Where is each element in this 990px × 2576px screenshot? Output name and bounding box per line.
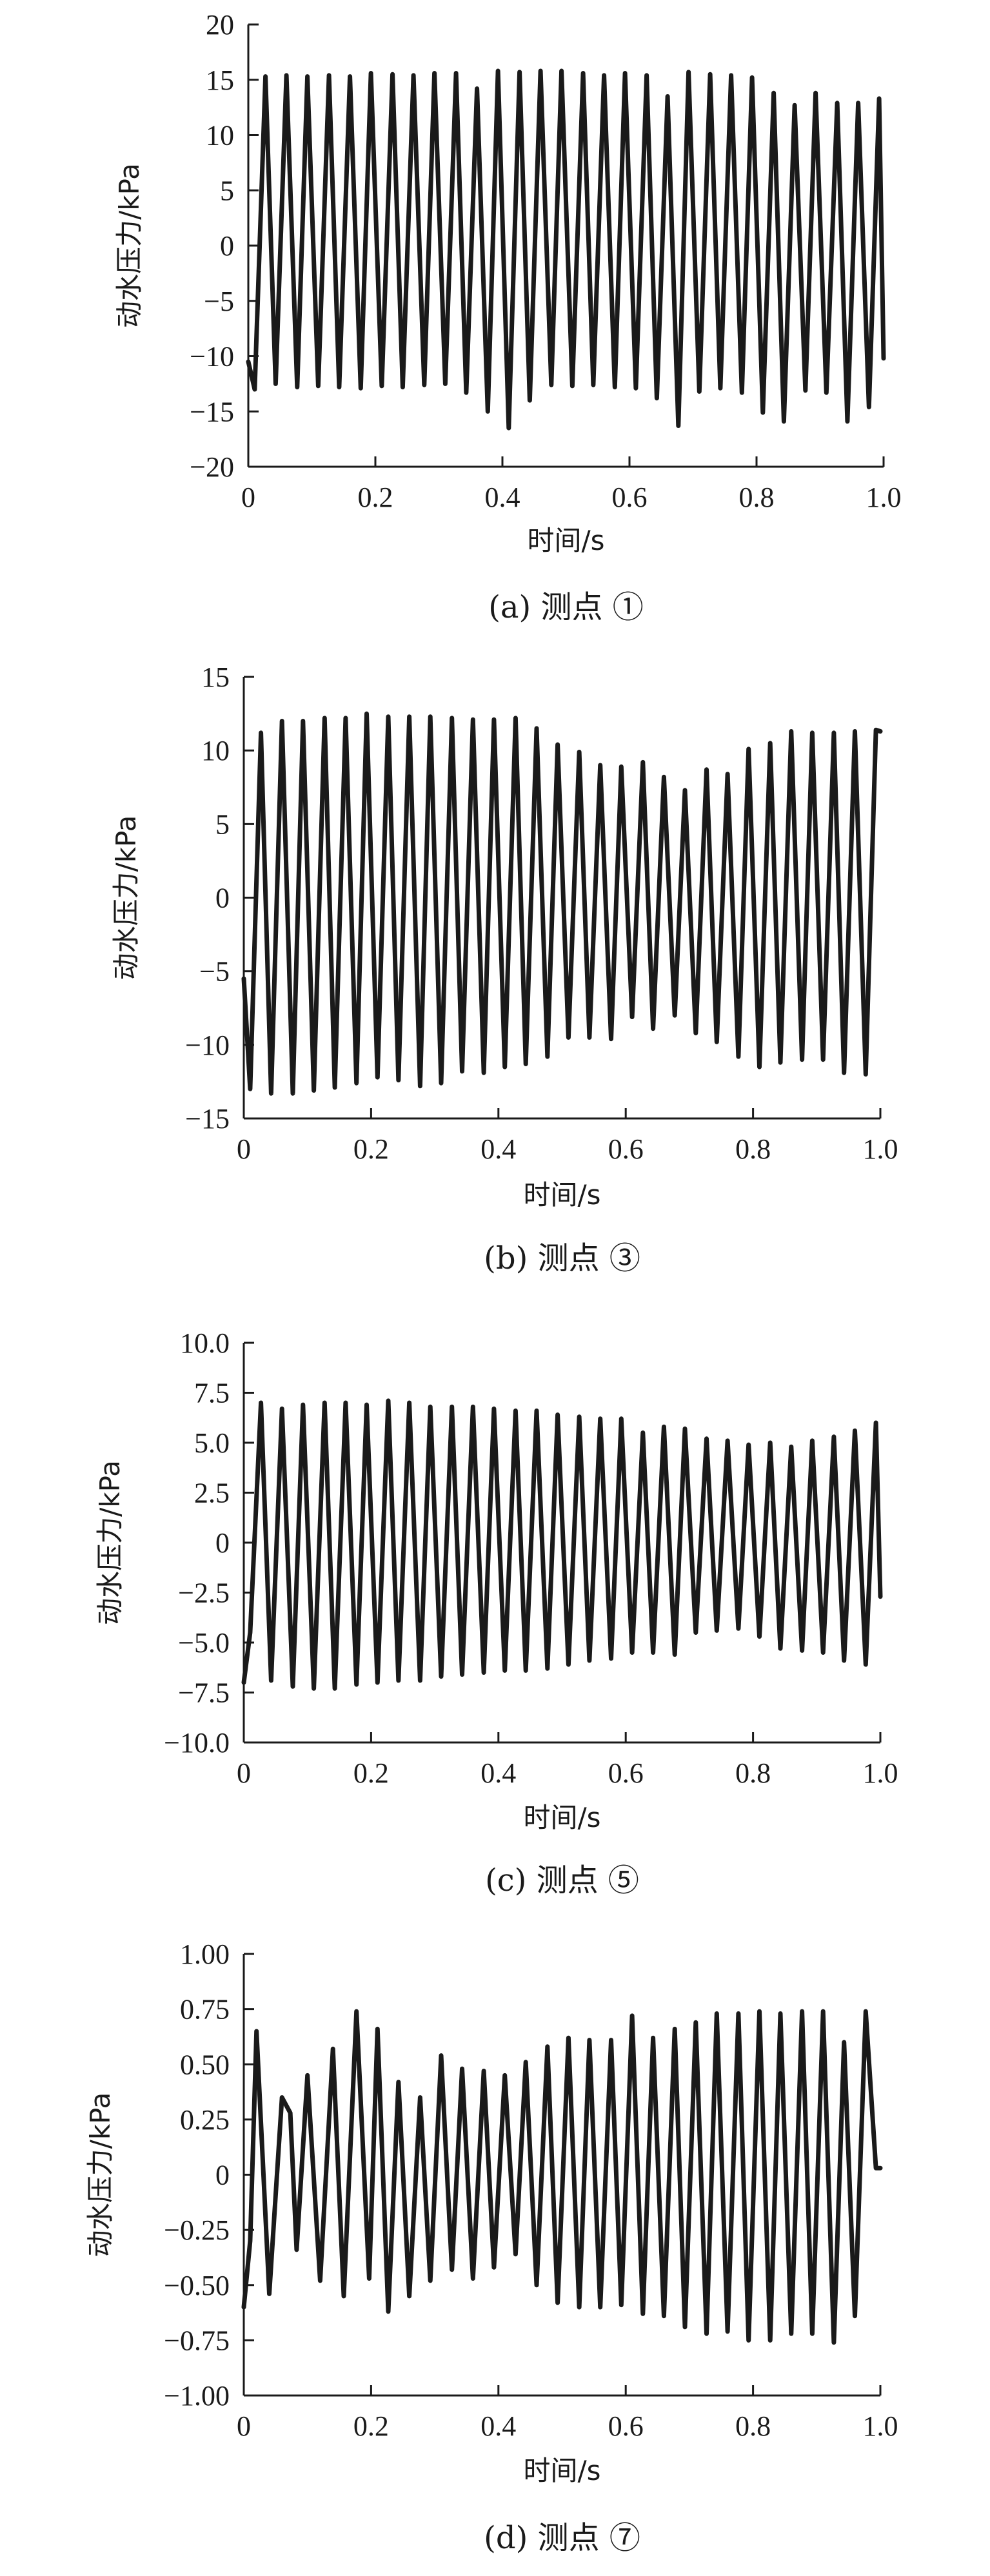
x-tick-label: 0 (237, 1133, 251, 1165)
x-tick-label: 0 (237, 1757, 251, 1789)
x-tick-label: 0.8 (735, 1757, 771, 1789)
x-tick-label: 0.4 (485, 482, 520, 513)
x-tick-label: 0.6 (608, 1757, 644, 1789)
y-tick-label: 10 (201, 735, 230, 766)
y-tick-label: 10 (206, 120, 234, 151)
chart-caption: (a) 测点 ① (488, 589, 644, 625)
y-tick-label: 5 (220, 175, 234, 206)
y-tick-label: −5 (199, 956, 230, 988)
x-axis-title: 时间/s (523, 1179, 600, 1211)
y-tick-label: 0 (220, 230, 234, 262)
x-axis-title: 时间/s (527, 525, 604, 556)
y-tick-label: 10.0 (180, 1327, 230, 1359)
y-tick-label: 0 (215, 1527, 230, 1559)
y-tick-label: 0.50 (180, 2049, 230, 2080)
series-line (241, 711, 883, 1096)
x-tick-label: 0.4 (480, 1133, 516, 1165)
y-tick-label: 5 (215, 808, 230, 840)
y-tick-label: −0.50 (164, 2270, 230, 2301)
y-tick-label: 0 (215, 883, 230, 914)
y-tick-label: 15 (201, 661, 230, 693)
x-tick-label: 0.2 (353, 2410, 389, 2442)
y-axis-title: 动水压力/kPa (84, 2093, 116, 2258)
series-line (241, 1398, 883, 1691)
y-tick-label: 7.5 (194, 1378, 230, 1409)
x-tick-label: 0.8 (735, 1133, 771, 1165)
y-tick-label: −5 (204, 286, 234, 317)
y-tick-label: 0.75 (180, 1994, 230, 2025)
x-tick-label: 0.6 (612, 482, 648, 513)
y-tick-label: −10 (190, 341, 234, 373)
x-tick-label: 0 (241, 482, 255, 513)
y-axis-title: 动水压力/kPa (94, 1460, 126, 1625)
y-tick-label: 15 (206, 64, 234, 96)
y-tick-label: 0.25 (180, 2104, 230, 2136)
x-tick-label: 1.0 (863, 1757, 898, 1789)
x-tick-label: 0.6 (608, 1133, 644, 1165)
series-line (246, 68, 886, 431)
y-tick-label: 1.00 (180, 1938, 230, 1970)
x-tick-label: 1.0 (863, 2410, 898, 2442)
y-tick-label: −2.5 (178, 1577, 230, 1609)
y-tick-label: −15 (185, 1103, 230, 1135)
y-tick-label: −5.0 (178, 1627, 230, 1659)
y-tick-label: −7.5 (178, 1677, 230, 1709)
y-tick-label: 2.5 (194, 1478, 230, 1509)
y-tick-label: −15 (190, 396, 234, 427)
x-axis-title: 时间/s (523, 2455, 600, 2486)
x-tick-label: 0.2 (353, 1757, 389, 1789)
x-axis-title: 时间/s (523, 1802, 600, 1833)
chart-caption: (b) 测点 ③ (484, 1240, 640, 1276)
y-tick-label: 0 (215, 2160, 230, 2191)
x-tick-label: 0.6 (608, 2410, 644, 2442)
x-tick-label: 1.0 (863, 1133, 898, 1165)
chart-caption: (d) 测点 ⑦ (484, 2520, 640, 2556)
y-tick-label: −10.0 (164, 1727, 230, 1759)
y-tick-label: −0.75 (164, 2325, 230, 2356)
x-tick-label: 0 (237, 2410, 251, 2442)
x-tick-label: 0.4 (480, 1757, 516, 1789)
x-tick-label: 0.8 (735, 2410, 771, 2442)
x-tick-label: 0.4 (480, 2410, 516, 2442)
y-tick-label: −10 (185, 1029, 230, 1061)
x-tick-label: 0.8 (739, 482, 775, 513)
chart-caption: (c) 测点 ⑤ (485, 1862, 639, 1898)
x-tick-label: 0.2 (353, 1133, 389, 1165)
x-tick-label: 1.0 (866, 482, 902, 513)
y-tick-label: −0.25 (164, 2214, 230, 2246)
y-tick-label: −20 (190, 451, 234, 483)
y-tick-label: −1.00 (164, 2380, 230, 2412)
y-tick-label: 5.0 (194, 1427, 230, 1459)
y-axis-title: 动水压力/kPa (114, 163, 145, 328)
y-axis-title: 动水压力/kPa (110, 815, 142, 981)
series-line (241, 2009, 883, 2345)
x-tick-label: 0.2 (358, 482, 393, 513)
y-tick-label: 20 (206, 9, 234, 41)
